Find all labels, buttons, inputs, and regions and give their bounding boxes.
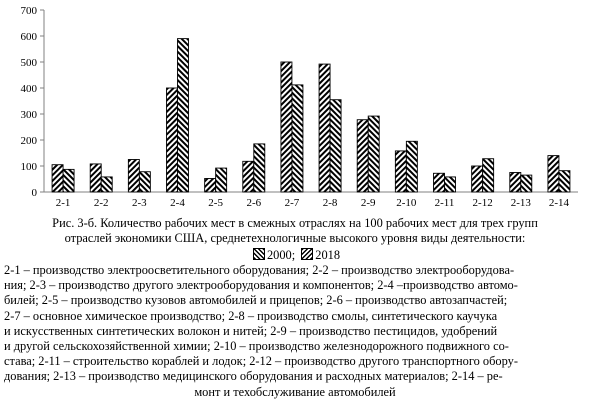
bar-2018-2-6 xyxy=(253,143,266,193)
bar-2000-2-10 xyxy=(394,150,407,193)
bar-2018-2-7 xyxy=(291,84,304,193)
note-line: билей; 2-5 – производство кузовов автомо… xyxy=(4,293,508,308)
x-tick-label: 2-13 xyxy=(511,197,532,209)
bar-2000-2-1 xyxy=(51,164,64,193)
y-tick-label: 0 xyxy=(32,187,38,199)
legend-swatch-2000 xyxy=(252,248,265,260)
bar-2018-2-11 xyxy=(444,176,456,193)
bar-2018-2-4 xyxy=(177,38,189,193)
bar-2000-2-6 xyxy=(242,160,255,193)
x-tick-label: 2-14 xyxy=(549,197,570,209)
bar-2000-2-3 xyxy=(127,159,140,193)
note-line: 2-7 – основное химическое производство; … xyxy=(4,308,498,323)
note-line: ния; 2-3 – производство другого электроо… xyxy=(4,278,518,293)
note-line: монт и техобслуживание автомобилей xyxy=(194,384,396,399)
bar-2018-2-9 xyxy=(367,115,380,193)
y-tick-label: 700 xyxy=(21,5,38,17)
bar-2000-2-11 xyxy=(433,172,445,193)
y-tick-label: 200 xyxy=(21,135,38,147)
bar-chart: 0 100 200 300 400 500 600 700 2-1 2-2 2-3 2-4 2-5 2-6… xyxy=(21,5,578,209)
bar-2000-2-2 xyxy=(89,163,102,193)
bar-2018-2-5 xyxy=(215,167,228,193)
note-line: и другой сельскохозяйственной химии; 2-1… xyxy=(4,339,509,354)
bar-2018-2-10 xyxy=(405,140,418,193)
bar-2000-2-8 xyxy=(318,63,331,193)
x-tick-label: 2-7 xyxy=(285,197,300,209)
bar-2000-2-5 xyxy=(204,178,217,193)
chart-axes xyxy=(40,9,578,193)
x-tick-label: 2-5 xyxy=(208,197,223,209)
y-tick-label: 400 xyxy=(21,83,38,95)
x-tick-label: 2-1 xyxy=(56,197,71,209)
legend-label-2018: 2018 xyxy=(315,248,341,262)
x-tick-label: 2-11 xyxy=(435,197,455,209)
x-tick-label: 2-6 xyxy=(246,197,261,209)
bar-2018-2-2 xyxy=(100,176,113,193)
chart-tick-labels: 0 100 200 300 400 500 600 700 2-1 2-2 2-3 2-4 2-5 2-6… xyxy=(21,5,570,209)
bar-2018-2-3 xyxy=(138,171,151,193)
category-notes: 2-1 – производство электроосветительного… xyxy=(4,263,586,400)
bar-2018-2-1 xyxy=(62,168,75,193)
y-tick-label: 100 xyxy=(21,161,38,173)
chart-bars xyxy=(51,38,571,193)
bar-2000-2-7 xyxy=(280,61,293,193)
x-tick-label: 2-9 xyxy=(361,197,376,209)
caption-line: Рис. 3-б. Количество рабочих мест в смеж… xyxy=(52,216,538,230)
x-tick-label: 2-12 xyxy=(473,197,493,209)
bar-2000-2-14 xyxy=(547,155,560,193)
x-tick-label: 2-2 xyxy=(94,197,109,209)
bar-2018-2-13 xyxy=(520,174,533,193)
legend-swatch-2018 xyxy=(301,248,314,260)
figure-caption: Рис. 3-б. Количество рабочих мест в смеж… xyxy=(4,216,586,246)
y-tick-label: 600 xyxy=(21,31,38,43)
caption-line: отраслей экономики США, среднетехнологич… xyxy=(64,231,526,246)
y-tick-label: 500 xyxy=(21,57,38,69)
x-tick-label: 2-10 xyxy=(396,197,417,209)
bar-2000-2-9 xyxy=(356,119,369,193)
note-line: и искусственных синтетических волокон и … xyxy=(4,323,498,338)
x-tick-label: 2-4 xyxy=(170,197,185,209)
bar-2000-2-13 xyxy=(509,172,522,193)
legend-separator: ; xyxy=(291,248,296,262)
bar-2000-2-4 xyxy=(166,87,178,193)
bar-2018-2-12 xyxy=(482,158,495,193)
x-tick-label: 2-3 xyxy=(132,197,147,209)
legend-label-2000: 2000 xyxy=(266,248,292,262)
bar-2018-2-8 xyxy=(329,99,342,193)
bar-2000-2-12 xyxy=(471,165,484,193)
bar-2018-2-14 xyxy=(558,170,571,193)
note-line: става; 2-11 – строительство кораблей и л… xyxy=(4,354,518,369)
note-line: дования; 2-13 – производство медицинског… xyxy=(4,369,503,384)
chart-legend: 2000; 2018 xyxy=(0,248,590,263)
y-tick-label: 300 xyxy=(21,109,38,121)
x-tick-label: 2-8 xyxy=(323,197,338,209)
note-line: 2-1 – производство электроосветительного… xyxy=(4,263,515,277)
